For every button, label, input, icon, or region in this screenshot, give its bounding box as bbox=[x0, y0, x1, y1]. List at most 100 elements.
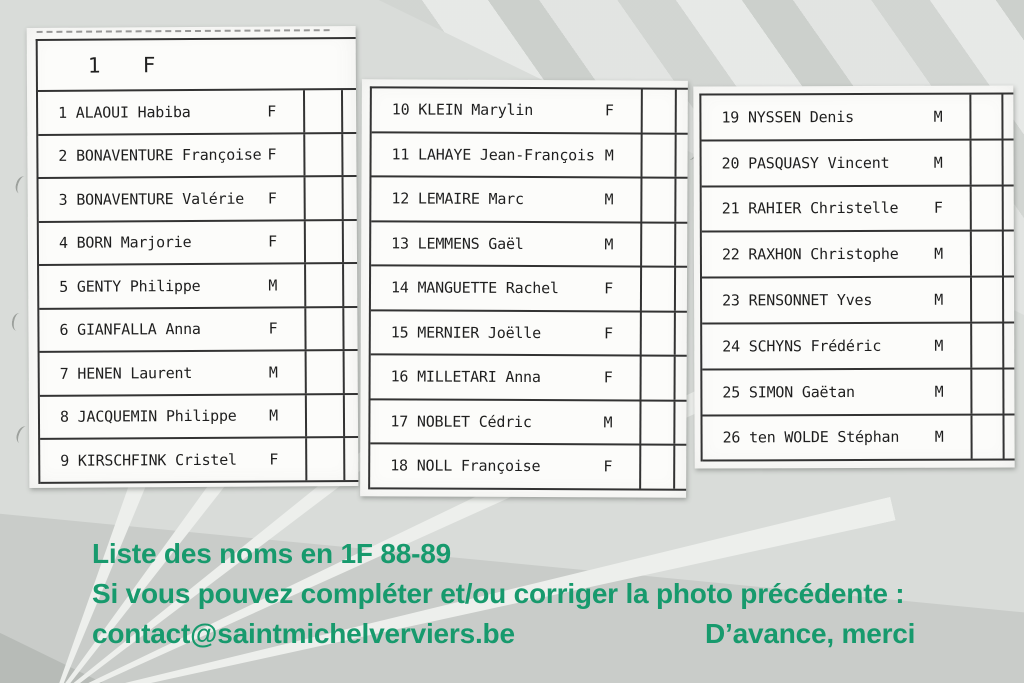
gender-letter: M bbox=[269, 406, 279, 425]
student-name: 5 GENTY Philippe bbox=[59, 276, 201, 296]
caption-request: Si vous pouvez compléter et/ou corriger … bbox=[92, 578, 905, 609]
empty-cell bbox=[303, 220, 343, 263]
student-name: 8 JACQUEMIN Philippe bbox=[59, 406, 237, 427]
empty-cell bbox=[969, 94, 1002, 139]
empty-cell bbox=[639, 312, 674, 355]
empty-cell bbox=[342, 263, 358, 306]
student-name: 20 PASQUASY Vincent bbox=[721, 153, 890, 173]
table-row: 12 LEMAIRE Marc M bbox=[371, 177, 688, 224]
student-name: 1 ALAOUI Habiba bbox=[58, 102, 191, 122]
table-row: 11 LAHAYE Jean-François M bbox=[371, 132, 688, 179]
student-name: 11 LAHAYE Jean-François bbox=[391, 145, 595, 165]
name-cell: 17 NOBLET Cédric M bbox=[370, 412, 639, 431]
gender-letter: F bbox=[604, 101, 614, 120]
empty-cell bbox=[1001, 186, 1014, 230]
empty-cell bbox=[969, 140, 1002, 185]
empty-cell bbox=[639, 445, 674, 489]
gender-letter: F bbox=[267, 145, 277, 164]
gender-letter: M bbox=[934, 382, 944, 401]
empty-cell bbox=[302, 90, 342, 132]
student-name: 17 NOBLET Cédric bbox=[390, 412, 532, 431]
empty-cell bbox=[341, 133, 357, 176]
gender-letter: M bbox=[268, 276, 278, 295]
name-cell: 16 MILLETARI Anna F bbox=[371, 368, 640, 387]
empty-cell bbox=[640, 223, 675, 266]
student-name: 13 LEMMENS Gaël bbox=[391, 234, 524, 253]
name-cell: 8 JACQUEMIN Philippe M bbox=[40, 407, 305, 427]
empty-cell bbox=[674, 89, 688, 133]
empty-cell bbox=[1001, 140, 1014, 185]
gender-letter: F bbox=[269, 450, 279, 469]
empty-cell bbox=[674, 134, 688, 177]
table: 19 NYSSEN Denis M 20 PASQUASY Vincent M … bbox=[699, 92, 1015, 462]
gender-letter: F bbox=[933, 199, 943, 218]
empty-cell bbox=[673, 312, 687, 355]
empty-cell bbox=[674, 223, 688, 266]
empty-cell bbox=[969, 231, 1002, 276]
name-cell: 1 ALAOUI Habiba F bbox=[38, 102, 303, 122]
table: 1 F 1 ALAOUI Habiba F 2 BONAVENTURE Fran… bbox=[35, 36, 359, 484]
name-cell: 6 GIANFALLA Anna F bbox=[39, 320, 304, 340]
student-name: 25 SIMON Gaëtan bbox=[722, 382, 855, 402]
name-cell: 5 GENTY Philippe M bbox=[39, 276, 304, 296]
table-row: 8 JACQUEMIN Philippe M bbox=[39, 394, 359, 440]
student-name: 4 BORN Marjorie bbox=[58, 233, 192, 253]
empty-cell bbox=[1002, 415, 1015, 459]
empty-cell bbox=[340, 89, 357, 132]
name-cell: 19 NYSSEN Denis M bbox=[701, 107, 969, 127]
gender-letter: F bbox=[268, 319, 278, 338]
empty-cell bbox=[673, 356, 687, 400]
table-row: 23 RENSONNET Yves M bbox=[702, 277, 1015, 325]
empty-cell bbox=[342, 394, 359, 437]
gender-letter: F bbox=[267, 102, 277, 121]
scan-cut-line bbox=[36, 29, 330, 33]
empty-cell bbox=[639, 401, 674, 444]
empty-cell bbox=[970, 323, 1003, 368]
empty-cell bbox=[639, 267, 675, 311]
empty-cell bbox=[640, 89, 675, 133]
name-cell: 12 LEMAIRE Marc M bbox=[371, 190, 640, 209]
empty-cell bbox=[304, 351, 343, 393]
student-name: 16 MILLETARI Anna bbox=[390, 367, 541, 387]
empty-cell bbox=[341, 176, 357, 219]
table-row: 7 HENEN Laurent M bbox=[39, 350, 358, 397]
empty-cell bbox=[970, 277, 1003, 322]
student-name: 18 NOLL Françoise bbox=[390, 456, 541, 476]
student-name: 23 RENSONNET Yves bbox=[722, 291, 873, 310]
student-name: 12 LEMAIRE Marc bbox=[391, 189, 524, 209]
name-cell: 4 BORN Marjorie F bbox=[39, 233, 304, 253]
student-name: 19 NYSSEN Denis bbox=[721, 107, 854, 127]
name-cell: 22 RAXHON Christophe M bbox=[702, 245, 970, 264]
gender-letter: F bbox=[268, 232, 277, 251]
student-name: 10 KLEIN Marylin bbox=[391, 100, 534, 120]
scan-artifact bbox=[10, 312, 26, 332]
empty-cell bbox=[639, 356, 674, 400]
empty-cell bbox=[1002, 369, 1015, 414]
name-cell: 2 BONAVENTURE Françoise F bbox=[38, 146, 303, 166]
gender-letter: M bbox=[604, 146, 614, 165]
table-body: 19 NYSSEN Denis M 20 PASQUASY Vincent M … bbox=[701, 94, 1015, 462]
class-label: 1 F bbox=[87, 52, 157, 78]
name-cell: 15 MERNIER Joëlle F bbox=[371, 323, 640, 342]
empty-cell bbox=[673, 267, 688, 311]
student-name: 15 MERNIER Joëlle bbox=[390, 323, 541, 342]
name-cell: 25 SIMON Gaëtan M bbox=[702, 382, 970, 401]
gender-letter: F bbox=[267, 189, 277, 208]
name-cell: 9 KIRSCHFINK Cristel F bbox=[40, 450, 305, 470]
gender-letter: F bbox=[603, 324, 613, 343]
gender-letter: M bbox=[934, 336, 944, 355]
empty-cell bbox=[1001, 231, 1014, 276]
table-row: 14 MANGUETTE Rachel F bbox=[370, 266, 688, 313]
empty-cell bbox=[303, 133, 342, 176]
name-cell: 10 KLEIN Marylin F bbox=[372, 101, 641, 120]
student-name: 24 SCHYNS Frédéric bbox=[722, 336, 882, 356]
name-cell: 20 PASQUASY Vincent M bbox=[702, 153, 970, 172]
student-name: 9 KIRSCHFINK Cristel bbox=[60, 450, 237, 470]
empty-cell bbox=[969, 186, 1002, 230]
student-name: 26 ten WOLDE Stéphan bbox=[722, 428, 900, 447]
thanks-text: D’avance, merci bbox=[705, 618, 916, 649]
student-name: 3 BONAVENTURE Valérie bbox=[58, 189, 245, 209]
table-row: 9 KIRSCHFINK Cristel F bbox=[40, 437, 359, 484]
class-list-scan-right: 19 NYSSEN Denis M 20 PASQUASY Vincent M … bbox=[693, 85, 1015, 469]
